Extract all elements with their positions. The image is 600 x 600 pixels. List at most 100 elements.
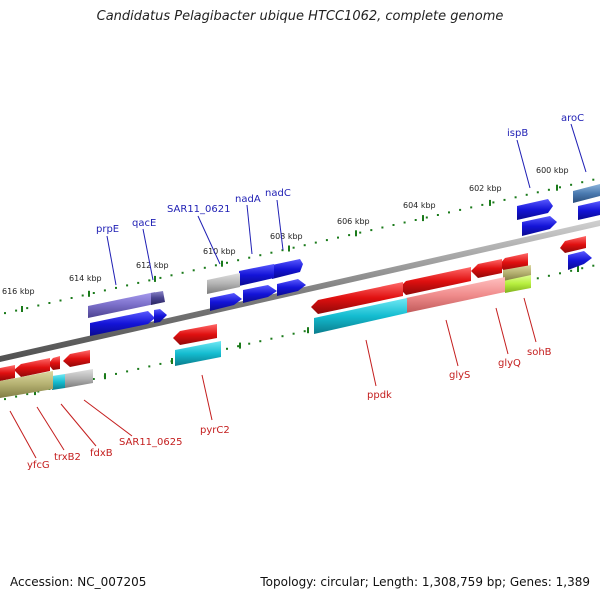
gene-arrow-forward[interactable] <box>522 216 557 236</box>
gene-arrow-glyQ[interactable] <box>503 265 531 281</box>
reverse-gene-track-outer <box>0 236 586 381</box>
tick-dot <box>26 307 29 310</box>
tick-dot <box>159 362 162 365</box>
genome-summary-text: Topology: circular; Length: 1,308,759 bp… <box>260 575 590 589</box>
tick-dot <box>270 251 273 254</box>
tick-dot <box>4 312 6 315</box>
gene-arrow-sar11-0625[interactable] <box>65 369 93 388</box>
gene-arrow-pyrC2[interactable] <box>175 341 221 366</box>
gene-arrow-arocC[interactable] <box>573 184 600 203</box>
gene-arrow-reverse[interactable] <box>399 267 471 295</box>
gene-label[interactable]: glyS <box>449 370 470 381</box>
gene-label[interactable]: SAR11_0625 <box>119 437 183 448</box>
kbp-label: 616 kbp <box>2 287 35 296</box>
tick-dot <box>70 297 73 299</box>
gene-arrow-nadA[interactable] <box>239 264 274 286</box>
tick-major <box>577 266 579 272</box>
tick-dot <box>303 330 306 333</box>
gene-arrow-glyS[interactable] <box>406 277 505 313</box>
gene-label[interactable]: ispB <box>507 128 528 139</box>
gene-label[interactable]: glyQ <box>498 358 521 369</box>
tick-major <box>239 342 241 349</box>
tick-major <box>104 373 106 380</box>
gene-arrow-trxB2[interactable] <box>0 371 53 398</box>
gene-arrow-forward[interactable] <box>243 285 277 303</box>
tick-dot <box>470 206 473 209</box>
tick-dot <box>37 390 40 393</box>
gene-arrow-forward[interactable] <box>578 201 600 220</box>
gene-label[interactable]: nadA <box>235 194 261 205</box>
gene-label[interactable]: qacE <box>132 218 156 229</box>
gene-arrow-reverse[interactable] <box>0 365 15 381</box>
gene-arrow-reverse[interactable] <box>14 358 50 377</box>
tick-dot <box>15 395 18 398</box>
tick-dot <box>170 274 173 277</box>
tick-dot <box>92 292 95 294</box>
gene-label[interactable]: yfcG <box>27 460 50 471</box>
gene-arrow-reverse[interactable] <box>560 236 586 253</box>
gene-arrow-forward[interactable] <box>154 309 167 323</box>
tick-major <box>307 327 309 334</box>
tick-dot <box>115 286 117 289</box>
tick-major <box>171 358 173 364</box>
tick-dot <box>547 274 550 277</box>
tick-dot <box>314 241 317 244</box>
tick-dot <box>414 219 417 221</box>
gene-arrow-qacE[interactable] <box>151 291 165 305</box>
tick-dot <box>159 276 162 279</box>
gene-arrow-forward[interactable] <box>210 293 242 311</box>
forward-label-leaders <box>106 123 587 286</box>
gene-arrow-forward[interactable] <box>277 279 306 296</box>
gene-label[interactable]: trxB2 <box>54 452 81 463</box>
gene-arrow-reverse[interactable] <box>48 356 60 370</box>
gene-arrow-ispB[interactable] <box>517 199 553 220</box>
gene-arrow-reverse[interactable] <box>311 282 403 314</box>
gene-label[interactable]: ppdk <box>367 390 392 401</box>
tick-major <box>422 215 424 222</box>
tick-dot <box>325 239 328 242</box>
tick-dot <box>581 267 584 270</box>
tick-dot <box>81 294 84 297</box>
tick-dot <box>481 203 484 206</box>
tick-dot <box>248 342 251 345</box>
gene-arrow-reverse[interactable] <box>63 350 90 367</box>
tick-dot <box>270 337 273 340</box>
gene-arrow-sar11-0621[interactable] <box>207 273 240 294</box>
tick-dot <box>303 244 306 247</box>
gene-arrow-reverse[interactable] <box>471 259 502 278</box>
tick-dot <box>103 289 106 292</box>
tick-dot <box>581 181 584 184</box>
gene-label[interactable]: prpE <box>96 224 119 235</box>
gene-label[interactable]: SAR11_0621 <box>167 204 231 215</box>
kbp-label: 608 kbp <box>270 232 303 241</box>
gene-arrow-forward[interactable] <box>90 311 155 336</box>
tick-dot <box>259 254 262 257</box>
gene-arrow-nadC[interactable] <box>272 259 303 279</box>
gene-label[interactable]: fdxB <box>90 448 113 459</box>
tick-dot <box>381 226 384 229</box>
tick-dot <box>115 372 117 375</box>
kbp-label: 614 kbp <box>69 274 102 283</box>
gene-arrow-forward[interactable] <box>568 251 592 270</box>
tick-dot <box>37 304 40 307</box>
tick-dot <box>359 231 362 234</box>
gene-label[interactable]: pyrC2 <box>200 425 230 436</box>
tick-dot <box>237 259 240 262</box>
tick-major <box>34 389 36 396</box>
gene-arrow-ppdk[interactable] <box>314 298 407 334</box>
tick-major <box>556 184 558 191</box>
gene-arrow-fdxB[interactable] <box>52 374 65 390</box>
tick-dot <box>592 178 595 181</box>
gene-label[interactable]: aroC <box>561 113 584 124</box>
gene-arrow-reverse[interactable] <box>173 324 217 345</box>
tick-dot <box>126 370 129 373</box>
tick-dot <box>292 332 295 335</box>
kbp-label: 600 kbp <box>536 166 569 175</box>
gene-label[interactable]: nadC <box>265 188 291 199</box>
tick-dot <box>226 347 228 350</box>
gene-arrow-prpE[interactable] <box>88 292 155 318</box>
gene-label[interactable]: sohB <box>527 347 552 358</box>
tick-dot <box>448 211 450 214</box>
